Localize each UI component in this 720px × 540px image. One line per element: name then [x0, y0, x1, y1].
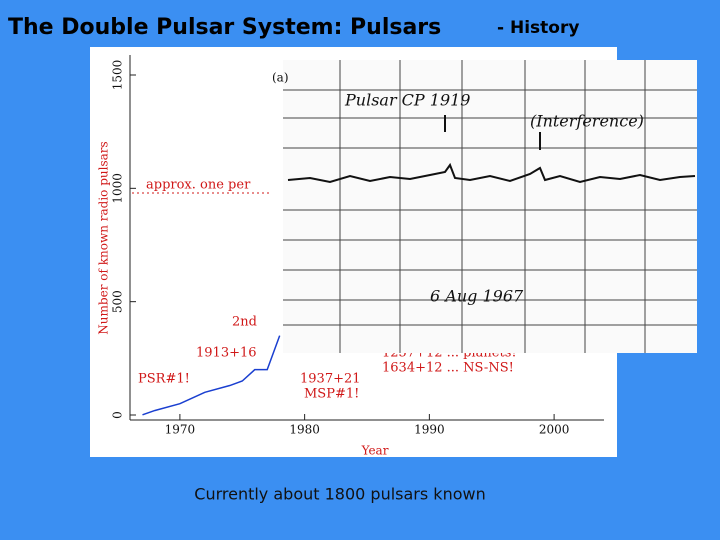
x-tick-label: 2000 [539, 423, 570, 437]
y-axis-label: Number of known radio pulsars [97, 141, 111, 334]
inset-panel-label: (a) [272, 71, 289, 85]
data-line [142, 335, 281, 416]
annotation: 1937+21 [300, 372, 361, 387]
annotation: PSR#1! [138, 372, 190, 387]
y-tick-label: 1000 [111, 173, 125, 204]
x-axis-label: Year [361, 444, 389, 458]
chart-recording-trace [287, 162, 696, 184]
annotation: MSP#1! [304, 387, 359, 402]
y-tick-label: 1500 [111, 60, 125, 91]
x-tick-label: 1970 [165, 423, 196, 437]
annotation: approx. one per [146, 178, 251, 193]
inset-grid [283, 60, 697, 353]
x-tick-label: 1980 [289, 423, 320, 437]
slide-subtitle: - History [497, 18, 579, 38]
plot: 0 500 1000 1500 1970 1980 1990 2000 [111, 60, 570, 437]
x-tick-label: 1990 [414, 423, 445, 437]
annotation: 1913+16 [196, 346, 257, 361]
annotation: 2nd [232, 315, 257, 330]
inset-date: 6 Aug 1967 [430, 287, 524, 306]
inset-background [283, 60, 697, 353]
inset: (a) Pulsar CP 1919 (Interference) 6 Aug … [272, 60, 697, 353]
slide-footer: Currently about 1800 pulsars known [194, 485, 485, 504]
annotation: 1634+12 ... NS-NS! [382, 361, 514, 376]
inset-label: Pulsar CP 1919 [344, 91, 470, 110]
y-tick-label: 500 [111, 290, 125, 313]
inset-note: (Interference) [530, 112, 644, 131]
slide-title: The Double Pulsar System: Pulsars [8, 15, 441, 40]
y-tick-label: 0 [111, 411, 125, 419]
